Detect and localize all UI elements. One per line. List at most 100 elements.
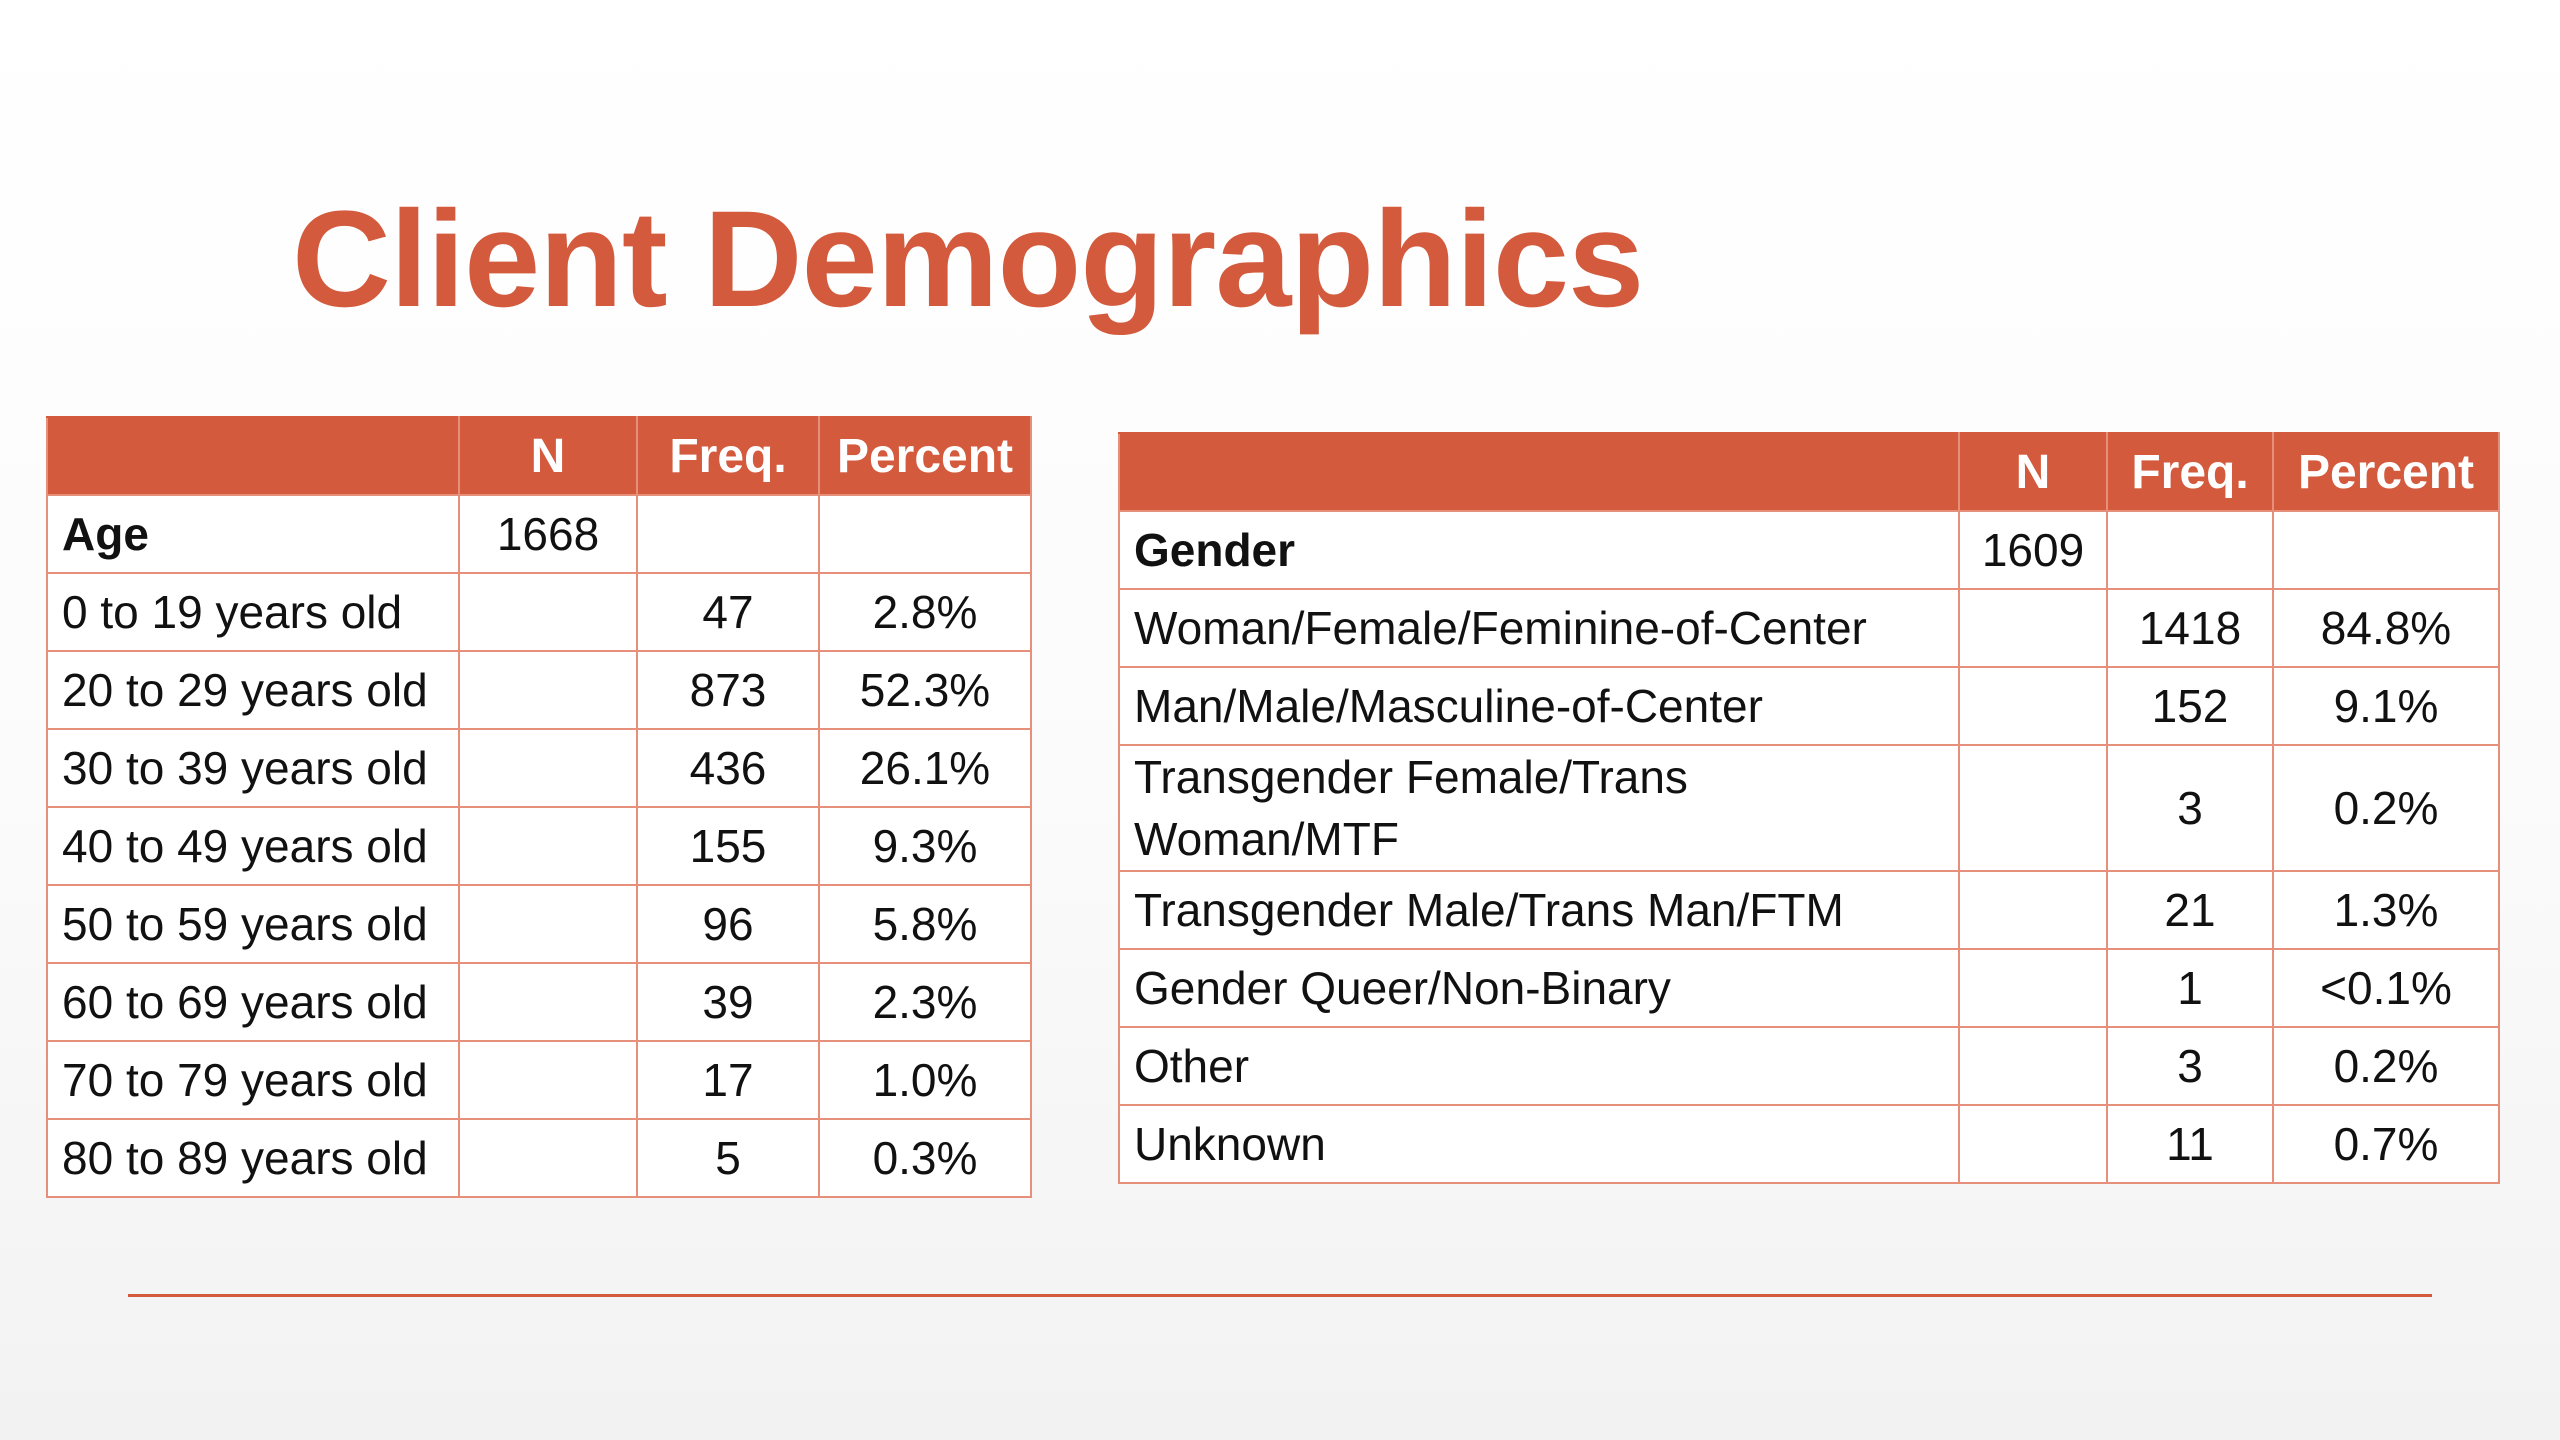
- row-freq: 873: [636, 650, 820, 730]
- row-freq: 152: [2106, 666, 2274, 746]
- row-n: [458, 806, 638, 886]
- row-label: 0 to 19 years old: [46, 572, 460, 652]
- gender-group-freq: [2106, 510, 2274, 590]
- table-row: 20 to 29 years old 873 52.3%: [46, 650, 1032, 730]
- row-n: [458, 1118, 638, 1198]
- gender-group-row: Gender 1609: [1118, 510, 2500, 590]
- row-freq: 11: [2106, 1104, 2274, 1184]
- table-row: 0 to 19 years old 47 2.8%: [46, 572, 1032, 652]
- row-percent: 9.1%: [2272, 666, 2500, 746]
- age-group-percent: [818, 494, 1032, 574]
- row-freq: 1: [2106, 948, 2274, 1028]
- row-n: [1958, 1104, 2108, 1184]
- row-label: Transgender Male/Trans Man/FTM: [1118, 870, 1960, 950]
- row-n: [458, 728, 638, 808]
- table-row: 60 to 69 years old 39 2.3%: [46, 962, 1032, 1042]
- row-freq: 21: [2106, 870, 2274, 950]
- table-row: Transgender Female/Trans Woman/MTF 3 0.2…: [1118, 744, 2500, 872]
- table-row: Woman/Female/Feminine-of-Center 1418 84.…: [1118, 588, 2500, 668]
- gender-table: N Freq. Percent Gender 1609 Woman/Female…: [1118, 432, 2500, 1184]
- row-n: [1958, 744, 2108, 872]
- row-label: Transgender Female/Trans Woman/MTF: [1118, 744, 1960, 872]
- row-freq: 3: [2106, 1026, 2274, 1106]
- gender-header-percent: Percent: [2272, 432, 2500, 512]
- row-label: Gender Queer/Non-Binary: [1118, 948, 1960, 1028]
- row-percent: 1.3%: [2272, 870, 2500, 950]
- table-row: 70 to 79 years old 17 1.0%: [46, 1040, 1032, 1120]
- row-freq: 5: [636, 1118, 820, 1198]
- row-freq: 17: [636, 1040, 820, 1120]
- row-label: 70 to 79 years old: [46, 1040, 460, 1120]
- age-group-label: Age: [46, 494, 460, 574]
- age-table: N Freq. Percent Age 1668 0 to 19 years o…: [46, 416, 1032, 1198]
- row-label: Other: [1118, 1026, 1960, 1106]
- gender-header-row: N Freq. Percent: [1118, 432, 2500, 512]
- table-row: 50 to 59 years old 96 5.8%: [46, 884, 1032, 964]
- row-label: 30 to 39 years old: [46, 728, 460, 808]
- row-percent: 2.3%: [818, 962, 1032, 1042]
- age-header-row: N Freq. Percent: [46, 416, 1032, 496]
- gender-group-n: 1609: [1958, 510, 2108, 590]
- row-percent: 5.8%: [818, 884, 1032, 964]
- row-n: [458, 572, 638, 652]
- table-row: Transgender Male/Trans Man/FTM 21 1.3%: [1118, 870, 2500, 950]
- row-freq: 436: [636, 728, 820, 808]
- table-row: Gender Queer/Non-Binary 1 <0.1%: [1118, 948, 2500, 1028]
- row-n: [458, 962, 638, 1042]
- age-group-row: Age 1668: [46, 494, 1032, 574]
- row-label: 40 to 49 years old: [46, 806, 460, 886]
- row-percent: 84.8%: [2272, 588, 2500, 668]
- row-n: [1958, 666, 2108, 746]
- age-group-n: 1668: [458, 494, 638, 574]
- row-percent: 2.8%: [818, 572, 1032, 652]
- row-label: 60 to 69 years old: [46, 962, 460, 1042]
- row-percent: 52.3%: [818, 650, 1032, 730]
- row-percent: 1.0%: [818, 1040, 1032, 1120]
- row-label: Woman/Female/Feminine-of-Center: [1118, 588, 1960, 668]
- row-percent: 0.2%: [2272, 1026, 2500, 1106]
- row-label: 50 to 59 years old: [46, 884, 460, 964]
- row-freq: 155: [636, 806, 820, 886]
- row-label: 80 to 89 years old: [46, 1118, 460, 1198]
- table-row: Other 3 0.2%: [1118, 1026, 2500, 1106]
- row-freq: 1418: [2106, 588, 2274, 668]
- table-row: 30 to 39 years old 436 26.1%: [46, 728, 1032, 808]
- row-n: [458, 650, 638, 730]
- row-label: Man/Male/Masculine-of-Center: [1118, 666, 1960, 746]
- row-percent: 9.3%: [818, 806, 1032, 886]
- gender-group-percent: [2272, 510, 2500, 590]
- age-header-percent: Percent: [818, 416, 1032, 496]
- row-percent: 0.3%: [818, 1118, 1032, 1198]
- table-row: 40 to 49 years old 155 9.3%: [46, 806, 1032, 886]
- table-row: Unknown 11 0.7%: [1118, 1104, 2500, 1184]
- row-n: [458, 884, 638, 964]
- gender-group-label: Gender: [1118, 510, 1960, 590]
- row-n: [1958, 870, 2108, 950]
- age-header-label: [46, 416, 460, 496]
- row-freq: 96: [636, 884, 820, 964]
- row-percent: 0.2%: [2272, 744, 2500, 872]
- row-n: [1958, 948, 2108, 1028]
- row-label: Unknown: [1118, 1104, 1960, 1184]
- gender-header-n: N: [1958, 432, 2108, 512]
- row-freq: 39: [636, 962, 820, 1042]
- slide-title: Client Demographics: [292, 183, 1644, 336]
- row-freq: 3: [2106, 744, 2274, 872]
- age-header-n: N: [458, 416, 638, 496]
- gender-header-label: [1118, 432, 1960, 512]
- row-n: [458, 1040, 638, 1120]
- row-percent: <0.1%: [2272, 948, 2500, 1028]
- age-group-freq: [636, 494, 820, 574]
- table-row: Man/Male/Masculine-of-Center 152 9.1%: [1118, 666, 2500, 746]
- row-n: [1958, 588, 2108, 668]
- age-header-freq: Freq.: [636, 416, 820, 496]
- row-percent: 26.1%: [818, 728, 1032, 808]
- gender-header-freq: Freq.: [2106, 432, 2274, 512]
- row-freq: 47: [636, 572, 820, 652]
- table-row: 80 to 89 years old 5 0.3%: [46, 1118, 1032, 1198]
- bottom-divider: [128, 1294, 2432, 1297]
- row-percent: 0.7%: [2272, 1104, 2500, 1184]
- row-label: 20 to 29 years old: [46, 650, 460, 730]
- row-n: [1958, 1026, 2108, 1106]
